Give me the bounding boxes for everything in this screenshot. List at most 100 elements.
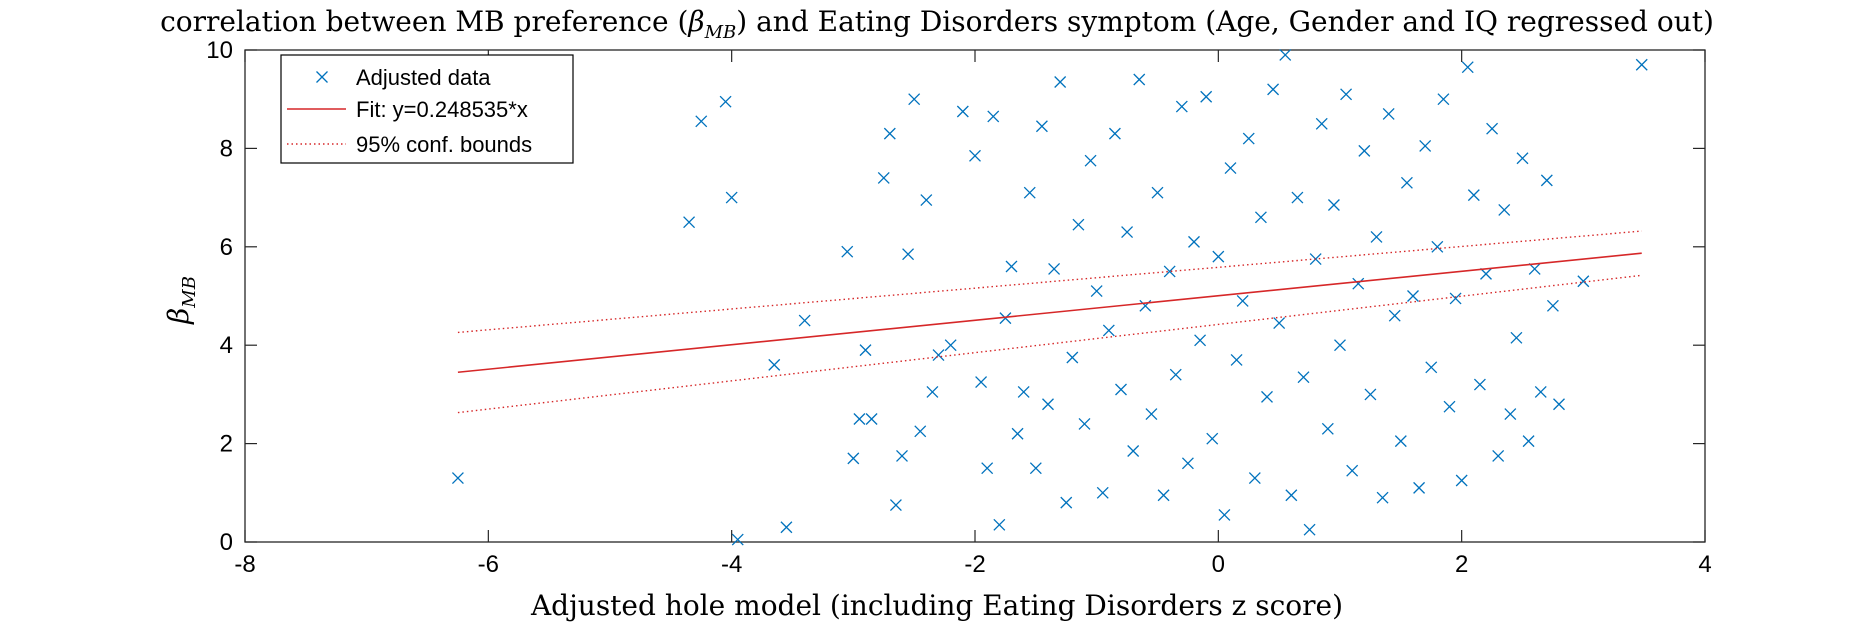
data-point — [1510, 331, 1523, 344]
data-point — [853, 413, 866, 425]
data-point — [1157, 489, 1170, 502]
data-point — [1407, 290, 1419, 302]
data-point — [1279, 48, 1292, 61]
data-point — [1163, 265, 1176, 278]
chart-title: correlation between MB preference (βMB) … — [160, 5, 1714, 43]
data-point — [1151, 186, 1164, 199]
data-point — [1394, 435, 1407, 448]
data-point — [1327, 199, 1340, 211]
x-tick-label: 4 — [1698, 551, 1711, 578]
x-tick-label: 2 — [1455, 551, 1468, 578]
x-tick-label: -8 — [234, 551, 255, 578]
data-point — [1072, 218, 1085, 231]
data-point — [768, 358, 781, 371]
data-point — [944, 339, 957, 352]
data-point — [1096, 486, 1109, 499]
data-point — [841, 245, 854, 258]
data-point — [1102, 324, 1115, 337]
data-point — [1388, 309, 1401, 322]
data-point — [1413, 481, 1426, 494]
data-point — [1346, 464, 1359, 477]
chart-title-part: β — [687, 5, 704, 38]
data-point — [1577, 275, 1590, 288]
y-tick-label: 10 — [206, 37, 233, 64]
data-point — [975, 376, 988, 389]
data-point — [1011, 427, 1024, 440]
data-point — [1303, 523, 1316, 536]
data-point — [1248, 472, 1261, 484]
data-point — [1218, 508, 1231, 521]
chart-title-part: ) and Eating Disorders symptom (Age, Gen… — [736, 5, 1714, 38]
x-tick-label: -4 — [721, 551, 742, 578]
data-point — [883, 127, 896, 140]
data-point — [999, 312, 1012, 325]
data-point — [1376, 491, 1389, 504]
data-point — [1546, 299, 1559, 312]
data-point — [902, 248, 915, 261]
data-point — [1291, 191, 1304, 204]
data-point — [1121, 226, 1134, 238]
fit-lines — [457, 230, 1642, 414]
fit-line — [457, 252, 1642, 374]
data-point — [1486, 122, 1499, 135]
x-axis-label: Adjusted hole model (including Eating Di… — [530, 589, 1343, 622]
data-point — [683, 216, 696, 229]
data-point — [1023, 186, 1036, 199]
data-point — [695, 115, 708, 128]
data-point — [1382, 108, 1395, 120]
data-point — [1048, 262, 1061, 275]
data-point — [1449, 292, 1462, 305]
data-point — [1297, 371, 1310, 384]
data-point — [1188, 235, 1200, 248]
data-point — [1370, 231, 1383, 243]
data-point — [1175, 100, 1188, 113]
data-point — [1473, 378, 1486, 391]
legend-label: 95% conf. bounds — [356, 132, 532, 157]
data-point — [1534, 385, 1547, 398]
data-point — [1029, 462, 1042, 475]
data-point — [956, 105, 969, 118]
data-point — [1035, 120, 1048, 133]
lower-confidence-bound — [457, 274, 1642, 414]
data-point — [1127, 445, 1140, 457]
legend: Adjusted data Fit: y=0.248535*x 95% conf. … — [280, 54, 574, 164]
data-point — [451, 472, 464, 484]
data-point — [1200, 90, 1213, 103]
data-point — [1358, 144, 1371, 157]
data-points — [451, 48, 1648, 546]
data-point — [932, 349, 945, 361]
data-point — [1425, 361, 1438, 374]
y-tick-label: 6 — [220, 234, 233, 261]
data-point — [1254, 211, 1267, 224]
chart-title-part: correlation between MB preference ( — [160, 5, 688, 38]
data-point — [1273, 317, 1286, 330]
data-point — [987, 110, 1000, 123]
data-point — [1078, 417, 1091, 430]
data-point — [1224, 162, 1237, 175]
data-point — [1169, 368, 1182, 381]
data-point — [1090, 285, 1103, 298]
data-point — [1236, 294, 1249, 307]
data-point — [1066, 351, 1079, 364]
data-point — [1005, 260, 1018, 273]
data-point — [1419, 139, 1432, 152]
y-tick-label: 0 — [220, 529, 233, 556]
data-point — [1115, 383, 1127, 396]
data-point — [1242, 132, 1255, 145]
data-point — [914, 425, 927, 438]
x-tick-label: 0 — [1212, 551, 1225, 578]
y-axis-label-part: β — [162, 308, 195, 325]
legend-label: Adjusted data — [356, 65, 491, 90]
data-point — [780, 521, 793, 534]
data-point — [1504, 408, 1517, 421]
data-point — [969, 149, 981, 162]
data-point — [798, 314, 811, 327]
data-point — [1635, 58, 1648, 71]
data-point — [725, 191, 738, 204]
data-point — [719, 95, 732, 108]
data-point — [1461, 61, 1474, 74]
data-point — [1352, 277, 1365, 290]
data-point — [1528, 262, 1541, 275]
data-point — [1334, 339, 1346, 352]
